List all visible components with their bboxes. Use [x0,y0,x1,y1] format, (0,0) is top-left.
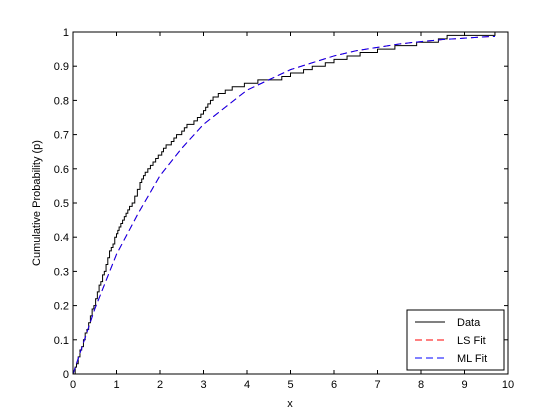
x-tick-label: 5 [287,379,293,391]
y-tick-label: 0.9 [54,61,69,73]
x-tick-label: 1 [113,379,119,391]
x-tick-label: 2 [157,379,163,391]
x-tick-label: 4 [244,379,250,391]
tick-layer: 0 1 2 3 4 5 6 7 8 9 10 0 0.1 0.2 0.3 0.4 0.5 0.6 0.7 0.8 0.9… [54,27,514,391]
legend-label: ML Fit [457,353,487,365]
y-tick-label: 0.1 [54,335,69,347]
x-tick-label: 10 [502,379,514,391]
series-line-ml-fit [72,35,495,375]
series-line-data [73,32,496,375]
legend-label: Data [457,317,481,329]
y-tick-label: 0.6 [54,164,69,176]
x-tick-label: 0 [70,379,76,391]
y-tick-label: 0.8 [54,95,69,107]
y-tick-label: 0.2 [54,301,69,313]
x-tick-label: 6 [331,379,337,391]
y-tick-label: 1 [63,27,69,39]
legend: Data LS Fit ML Fit [406,309,505,371]
series-layer [72,32,496,375]
y-axis-label: Cumulative Probability (p) [31,140,43,266]
y-tick-label: 0.5 [54,198,69,210]
x-tick-label: 8 [418,379,424,391]
y-tick-label: 0.3 [54,266,69,278]
x-tick-label: 3 [200,379,206,391]
y-tick-label: 0 [63,369,69,381]
y-tick-label: 0.4 [54,232,69,244]
legend-label: LS Fit [457,335,486,347]
y-tick-label: 0.7 [54,130,69,142]
x-tick-label: 7 [374,379,380,391]
x-axis-label: x [287,398,293,410]
x-tick-label: 9 [461,379,467,391]
legend-box [406,309,505,371]
